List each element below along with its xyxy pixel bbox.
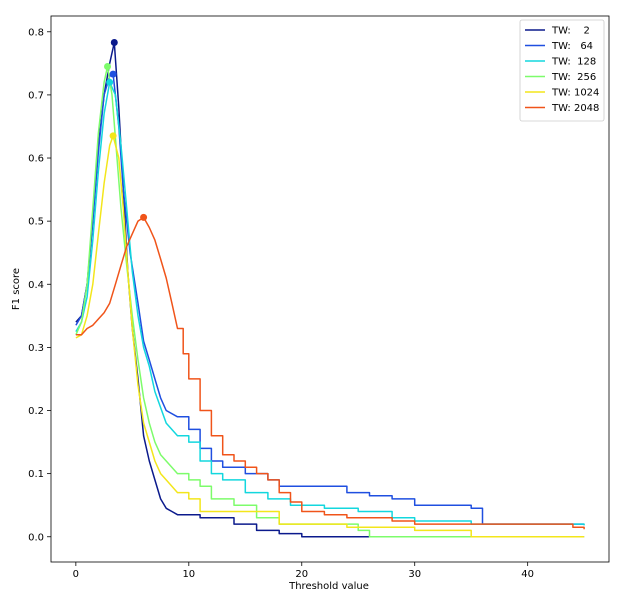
peak-marker-4 (104, 63, 111, 70)
y-axis-title: F1 score (11, 268, 22, 310)
peak-marker-5 (109, 132, 117, 140)
legend: TW: 2 TW: 64 TW: 128 TW: 256 TW: 1024 TW: 204… (519, 19, 605, 122)
legend-label-1: TW: 2 (551, 26, 590, 37)
x-tick-label: 40 (521, 569, 534, 580)
y-tick-label: 0.0 (28, 532, 44, 543)
plot-frame (50, 15, 610, 563)
series-line-5 (75, 135, 585, 538)
y-tick-label: 0.4 (28, 280, 44, 291)
x-tick-label: 0 (73, 569, 79, 580)
series-line-1 (75, 41, 585, 538)
y-tick-label: 0.3 (28, 343, 44, 354)
y-tick-label: 0.7 (28, 90, 44, 101)
y-axis-ticks: 0.0 0.1 0.2 0.3 0.4 0.5 0.6 0.7 0.8 (28, 27, 51, 543)
peak-marker-1 (110, 39, 118, 46)
y-tick-label: 0.5 (28, 217, 44, 228)
plot-area (50, 15, 610, 563)
y-tick-label: 0.6 (28, 154, 44, 165)
legend-label-4: TW: 256 (551, 72, 596, 83)
peak-marker-3 (106, 78, 114, 86)
series-line-3 (75, 81, 585, 526)
peak-marker-6 (140, 213, 148, 221)
y-tick-label: 0.8 (28, 27, 44, 38)
peak-marker-2 (109, 70, 117, 78)
y-tick-label: 0.2 (28, 406, 44, 417)
legend-label-3: TW: 128 (551, 57, 596, 68)
legend-label-2: TW: 64 (551, 41, 593, 52)
y-tick-label: 0.1 (28, 469, 44, 480)
x-axis-ticks: 0 10 20 30 40 (73, 562, 534, 580)
series-line-6 (75, 216, 585, 530)
x-tick-label: 30 (408, 569, 421, 580)
legend-label-5: TW: 1024 (551, 88, 599, 99)
x-tick-label: 20 (295, 569, 308, 580)
x-tick-label: 10 (182, 569, 195, 580)
x-axis-title: Threshold value (288, 581, 369, 592)
legend-label-6: TW: 2048 (551, 103, 599, 114)
